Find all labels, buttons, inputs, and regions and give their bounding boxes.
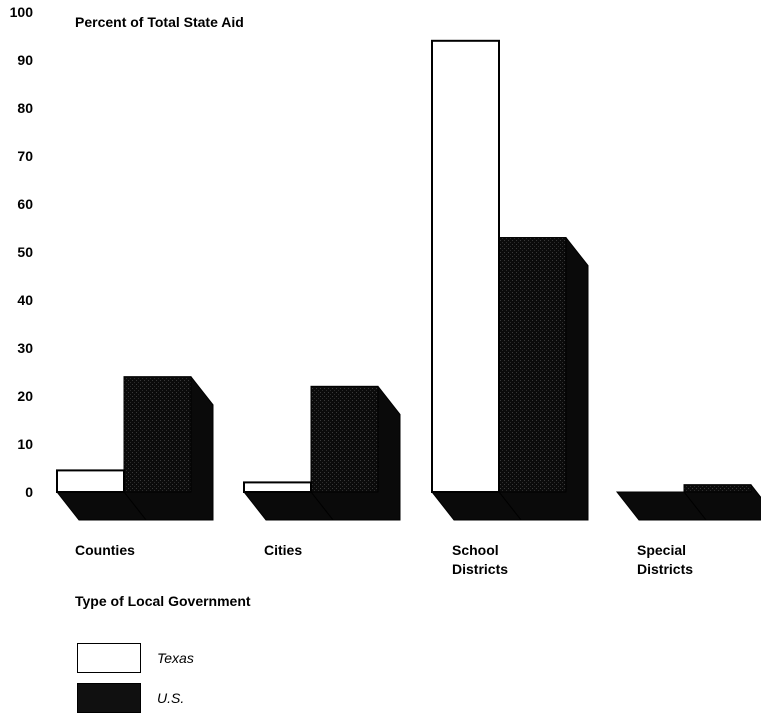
y-tick-label: 0 bbox=[25, 484, 33, 500]
y-tick-label: 90 bbox=[17, 52, 33, 68]
category-labels: Counties Cities School Districts Special Dist… bbox=[75, 542, 693, 577]
legend-swatch-us bbox=[77, 683, 141, 713]
legend-label-us: U.S. bbox=[157, 690, 185, 706]
category-label: School bbox=[452, 542, 499, 558]
y-tick-label: 100 bbox=[10, 4, 34, 20]
bar-us bbox=[310, 385, 379, 493]
y-axis-ticks: 0 10 20 30 40 50 60 70 80 90 100 bbox=[10, 4, 34, 500]
y-tick-label: 20 bbox=[17, 388, 33, 404]
y-axis-title: Percent of Total State Aid bbox=[75, 14, 244, 30]
bar-texas-base bbox=[615, 491, 708, 521]
y-tick-label: 40 bbox=[17, 292, 33, 308]
legend-item-us: U.S. bbox=[77, 682, 184, 714]
y-tick-label: 10 bbox=[17, 436, 33, 452]
y-tick-label: 30 bbox=[17, 340, 33, 356]
category-label: Counties bbox=[75, 542, 135, 558]
y-tick-label: 50 bbox=[17, 244, 33, 260]
x-axis-title: Type of Local Government bbox=[75, 593, 251, 609]
bar-us bbox=[683, 484, 752, 493]
bar-texas bbox=[56, 469, 125, 493]
bar-us bbox=[498, 237, 567, 493]
category-label: Districts bbox=[452, 561, 508, 577]
category-label: Cities bbox=[264, 542, 302, 558]
bar-us bbox=[123, 376, 192, 493]
y-tick-label: 80 bbox=[17, 100, 33, 116]
category-label: Districts bbox=[637, 561, 693, 577]
legend-swatch-texas bbox=[77, 643, 141, 673]
y-tick-label: 60 bbox=[17, 196, 33, 212]
category-label: Special bbox=[637, 542, 686, 558]
bar-texas bbox=[243, 481, 312, 493]
legend-item-texas: Texas bbox=[77, 642, 194, 674]
legend-label-texas: Texas bbox=[157, 650, 194, 666]
bar-texas bbox=[431, 39, 500, 494]
y-tick-label: 70 bbox=[17, 148, 33, 164]
bars bbox=[55, 39, 761, 521]
